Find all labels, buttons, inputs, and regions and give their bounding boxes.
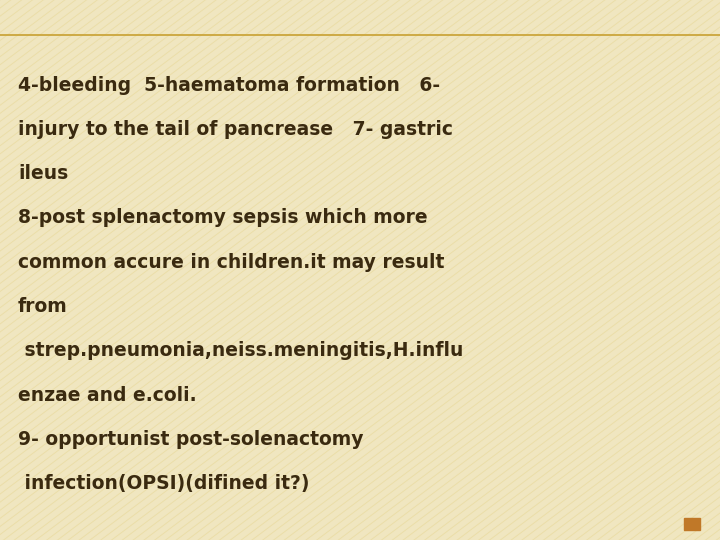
Text: common accure in children.it may result: common accure in children.it may result — [18, 253, 444, 272]
Text: enzae and e.coli.: enzae and e.coli. — [18, 386, 197, 404]
Text: strep.pneumonia,neiss.meningitis,H.influ: strep.pneumonia,neiss.meningitis,H.influ — [18, 341, 464, 360]
Text: from: from — [18, 297, 68, 316]
Text: 4-bleeding  5-haematoma formation   6-: 4-bleeding 5-haematoma formation 6- — [18, 76, 440, 94]
Text: 9- opportunist post-solenactomy: 9- opportunist post-solenactomy — [18, 430, 364, 449]
Text: 8-post splenactomy sepsis which more: 8-post splenactomy sepsis which more — [18, 208, 428, 227]
Text: ileus: ileus — [18, 164, 68, 183]
Text: injury to the tail of pancrease   7- gastric: injury to the tail of pancrease 7- gastr… — [18, 120, 453, 139]
Text: infection(OPSI)(difined it?): infection(OPSI)(difined it?) — [18, 474, 310, 493]
FancyBboxPatch shape — [684, 518, 700, 530]
